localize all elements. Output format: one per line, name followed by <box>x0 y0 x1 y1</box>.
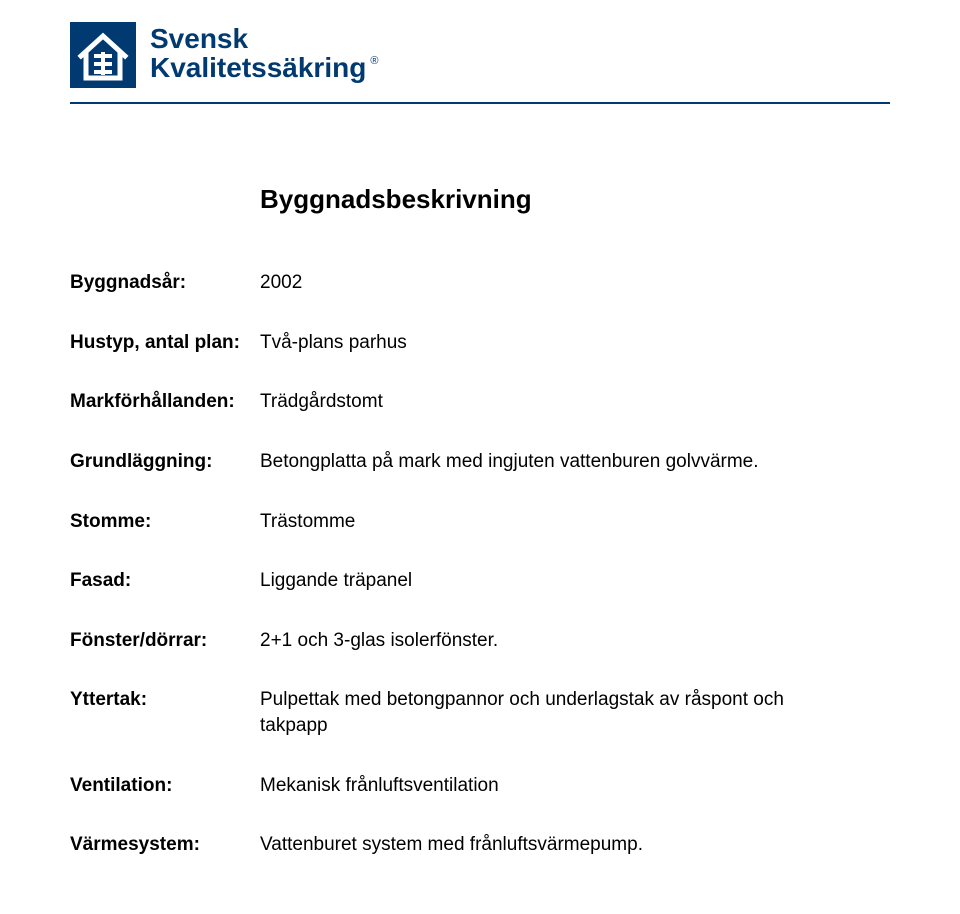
term: Fasad: <box>70 568 260 594</box>
desc: Betongplatta på mark med ingjuten vatten… <box>260 449 759 475</box>
term: Fönster/dörrar: <box>70 628 260 654</box>
term: Yttertak: <box>70 687 260 713</box>
desc: Vattenburet system med frånluftsvärmepum… <box>260 832 643 858</box>
header-rule <box>70 102 890 104</box>
desc: 2+1 och 3-glas isolerfönster. <box>260 628 498 654</box>
header: Svensk Kvalitetssäkring ® <box>70 22 890 88</box>
definition-row: Värmesystem: Vattenburet system med från… <box>70 832 890 858</box>
term: Hustyp, antal plan: <box>70 330 260 356</box>
definition-row: Ventilation: Mekanisk frånluftsventilati… <box>70 773 890 799</box>
page-title: Byggnadsbeskrivning <box>260 184 890 215</box>
definition-row: Fönster/dörrar: 2+1 och 3-glas isolerfön… <box>70 628 890 654</box>
definition-row: Markförhållanden: Trädgårdstomt <box>70 389 890 415</box>
desc: Trästomme <box>260 509 355 535</box>
brand-logo-icon <box>70 22 136 88</box>
term: Markförhållanden: <box>70 389 260 415</box>
desc: Liggande träpanel <box>260 568 412 594</box>
term: Ventilation: <box>70 773 260 799</box>
definition-row: Stomme: Trästomme <box>70 509 890 535</box>
term: Grundläggning: <box>70 449 260 475</box>
term: Byggnadsår: <box>70 270 260 296</box>
desc: Pulpettak med betongpannor och underlags… <box>260 687 820 738</box>
page: Svensk Kvalitetssäkring ® Byggnadsbeskri… <box>0 0 960 858</box>
desc: 2002 <box>260 270 302 296</box>
brand-text: Svensk Kvalitetssäkring ® <box>150 22 378 83</box>
desc: Mekanisk frånluftsventilation <box>260 773 499 799</box>
brand-line2: Kvalitetssäkring <box>150 53 366 82</box>
registered-mark: ® <box>370 55 378 67</box>
brand-line2-wrap: Kvalitetssäkring ® <box>150 53 378 82</box>
definition-row: Yttertak: Pulpettak med betongpannor och… <box>70 687 890 738</box>
desc: Två-plans parhus <box>260 330 407 356</box>
brand-line1: Svensk <box>150 24 378 53</box>
term: Värmesystem: <box>70 832 260 858</box>
definition-list: Byggnadsår: 2002 Hustyp, antal plan: Två… <box>70 270 890 858</box>
definition-row: Byggnadsår: 2002 <box>70 270 890 296</box>
definition-row: Hustyp, antal plan: Två-plans parhus <box>70 330 890 356</box>
term: Stomme: <box>70 509 260 535</box>
desc: Trädgårdstomt <box>260 389 383 415</box>
definition-row: Fasad: Liggande träpanel <box>70 568 890 594</box>
definition-row: Grundläggning: Betongplatta på mark med … <box>70 449 890 475</box>
